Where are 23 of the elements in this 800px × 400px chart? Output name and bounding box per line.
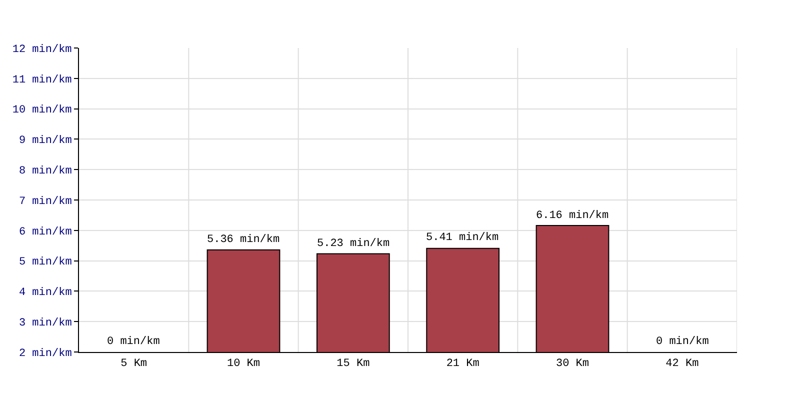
y-tick-label: 6 min/km bbox=[18, 226, 72, 238]
y-tick-label: 8 min/km bbox=[18, 165, 72, 178]
x-tick-label: 21 Km bbox=[446, 358, 480, 370]
y-tick-label: 11 min/km bbox=[12, 74, 72, 86]
y-tick-label: 9 min/km bbox=[18, 135, 72, 148]
x-tick-label: 5 Km bbox=[120, 358, 148, 370]
data-label: 5.36 min/km bbox=[207, 234, 280, 246]
y-tick-label: 5 min/km bbox=[18, 256, 72, 269]
x-tick-label: 30 Km bbox=[556, 358, 590, 370]
x-tick-label: 10 Km bbox=[226, 358, 260, 370]
text: 0 min/km bbox=[107, 336, 160, 348]
y-tick-label: 3 min/km bbox=[18, 317, 72, 330]
y-tick-label: 4 min/km bbox=[18, 287, 72, 300]
x-tick-label: 42 Km bbox=[666, 358, 700, 370]
data-label: 5.41 min/km bbox=[426, 232, 500, 244]
data-label: 5.23 min/km bbox=[317, 238, 390, 250]
text: 0 min/km bbox=[656, 336, 709, 348]
data-label: 6.16 min/km bbox=[536, 210, 610, 222]
y-tick-label: 12 min/km bbox=[12, 44, 72, 56]
x-tick-label: 15 Km bbox=[336, 358, 370, 370]
y-tick-label: 10 min/km bbox=[12, 104, 72, 117]
y-tick-label: 2 min/km bbox=[18, 348, 72, 360]
y-tick-label: 7 min/km bbox=[18, 196, 72, 208]
